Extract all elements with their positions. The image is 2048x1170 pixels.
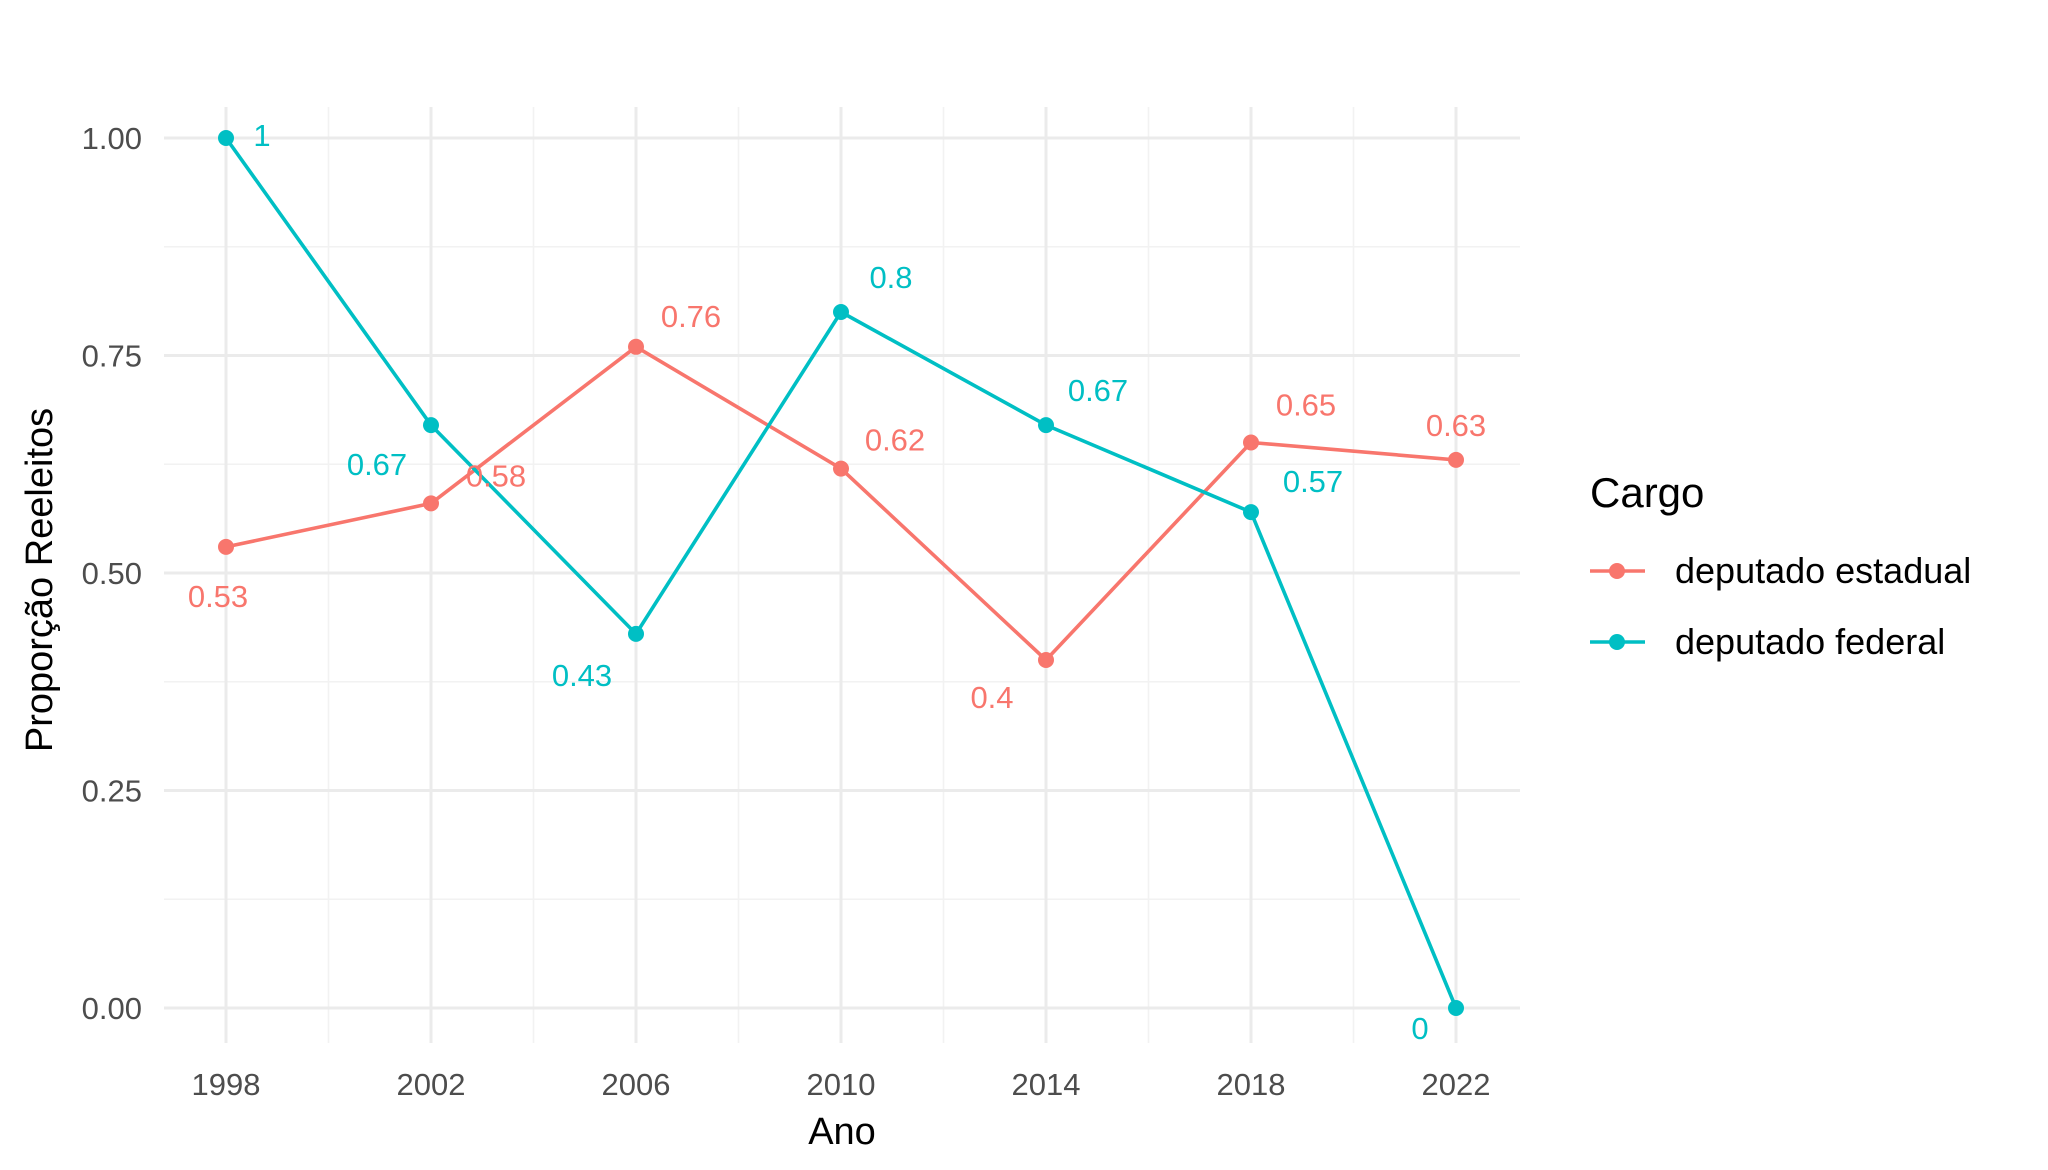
data-label-deputado-estadual: 0.53 bbox=[188, 579, 248, 614]
data-point-deputado-federal bbox=[1243, 504, 1259, 521]
data-point-deputado-estadual bbox=[1243, 434, 1259, 451]
legend-point-key bbox=[1609, 634, 1625, 650]
x-tick-label: 1998 bbox=[192, 1067, 261, 1102]
data-label-deputado-estadual: 0.65 bbox=[1276, 388, 1336, 423]
x-axis-title: Ano bbox=[808, 1111, 876, 1153]
data-label-deputado-federal: 0.67 bbox=[347, 447, 407, 482]
data-point-deputado-federal bbox=[833, 304, 849, 320]
legend: Cargo deputado estadual deputado federal bbox=[1590, 469, 1971, 662]
data-label-deputado-federal: 1 bbox=[253, 118, 270, 153]
y-tick-label: 0.50 bbox=[82, 556, 142, 591]
x-tick-label: 2002 bbox=[397, 1067, 466, 1102]
x-tick-label: 2014 bbox=[1012, 1067, 1081, 1102]
data-label-deputado-federal: 0.67 bbox=[1068, 373, 1128, 408]
data-label-deputado-estadual: 0.76 bbox=[661, 299, 721, 334]
data-label-deputado-estadual: 0.58 bbox=[466, 458, 526, 493]
data-label-deputado-estadual: 0.4 bbox=[970, 680, 1013, 715]
x-tick-label: 2018 bbox=[1217, 1067, 1286, 1102]
data-point-deputado-estadual bbox=[833, 460, 849, 477]
data-point-deputado-estadual bbox=[1038, 652, 1054, 668]
x-tick-label: 2022 bbox=[1422, 1067, 1491, 1102]
y-tick-label: 0.75 bbox=[82, 339, 142, 374]
data-point-deputado-estadual bbox=[1448, 451, 1464, 468]
data-point-deputado-federal bbox=[218, 130, 234, 146]
x-tick-label: 2006 bbox=[602, 1067, 671, 1102]
data-label-deputado-estadual: 0.63 bbox=[1426, 408, 1486, 443]
data-point-deputado-federal bbox=[628, 625, 644, 642]
y-axis-title: Proporção Reeleitos bbox=[19, 408, 61, 752]
x-axis-ticks: 1998 2002 2006 2010 2014 2018 2022 bbox=[192, 1067, 1491, 1102]
legend-label: deputado estadual bbox=[1675, 550, 1971, 591]
data-point-deputado-estadual bbox=[218, 538, 234, 555]
data-point-deputado-federal bbox=[423, 417, 439, 434]
data-point-deputado-estadual bbox=[423, 495, 439, 512]
grid bbox=[164, 107, 1520, 1043]
data-labels: 0.53 0.58 0.76 0.62 0.4 0.65 0.63 1 0.67 0.43 0.8 0… bbox=[188, 118, 1486, 1046]
legend-label: deputado federal bbox=[1675, 621, 1945, 662]
y-tick-label: 0.25 bbox=[82, 774, 142, 809]
legend-point-key bbox=[1609, 563, 1625, 579]
y-tick-label: 1.00 bbox=[82, 121, 142, 156]
y-tick-label: 0.00 bbox=[82, 991, 142, 1026]
x-tick-label: 2010 bbox=[807, 1067, 876, 1102]
data-label-deputado-federal: 0.8 bbox=[869, 260, 912, 295]
data-point-deputado-federal bbox=[1038, 417, 1054, 434]
legend-title: Cargo bbox=[1590, 469, 1704, 516]
data-label-deputado-federal: 0.57 bbox=[1283, 464, 1343, 499]
data-label-deputado-federal: 0.43 bbox=[552, 658, 612, 693]
y-axis-ticks: 0.00 0.25 0.50 0.75 1.00 bbox=[82, 121, 142, 1026]
series-group bbox=[218, 130, 1464, 1016]
data-label-deputado-federal: 0 bbox=[1411, 1011, 1428, 1046]
data-label-deputado-estadual: 0.62 bbox=[865, 423, 925, 458]
data-point-deputado-federal bbox=[1448, 1000, 1464, 1016]
data-point-deputado-estadual bbox=[628, 338, 644, 355]
